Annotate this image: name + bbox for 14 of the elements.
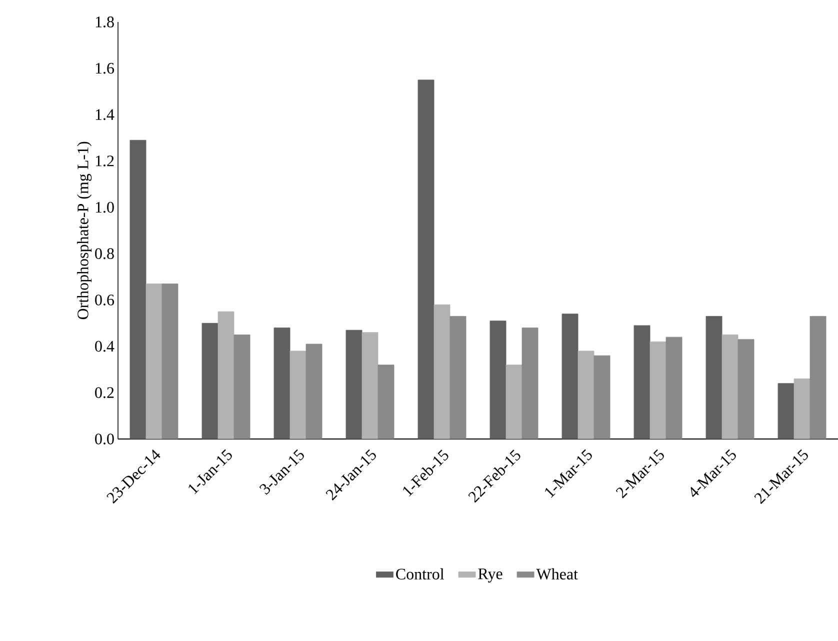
- legend-label: Wheat: [536, 568, 578, 580]
- legend-label: Rye: [478, 568, 502, 583]
- y-tick-label: 0.6: [95, 294, 114, 306]
- y-tick-label: 0.8: [95, 248, 114, 260]
- legend-label: Control: [396, 568, 444, 580]
- y-tick-label: 1.6: [96, 62, 114, 74]
- y-tick-label: 1.4: [96, 109, 114, 120]
- y-tick-label: 0.2: [95, 387, 114, 398]
- y-tick-label: 0.0: [95, 434, 114, 444]
- y-tick-label: 1.8: [96, 16, 114, 28]
- y-axis-title: Orthophosphate-P (mg L-1): [77, 142, 92, 320]
- y-tick-label: 1.2: [96, 156, 114, 166]
- y-tick-label: 1.0: [96, 202, 114, 213]
- y-tick-label: 0.4: [95, 340, 114, 352]
